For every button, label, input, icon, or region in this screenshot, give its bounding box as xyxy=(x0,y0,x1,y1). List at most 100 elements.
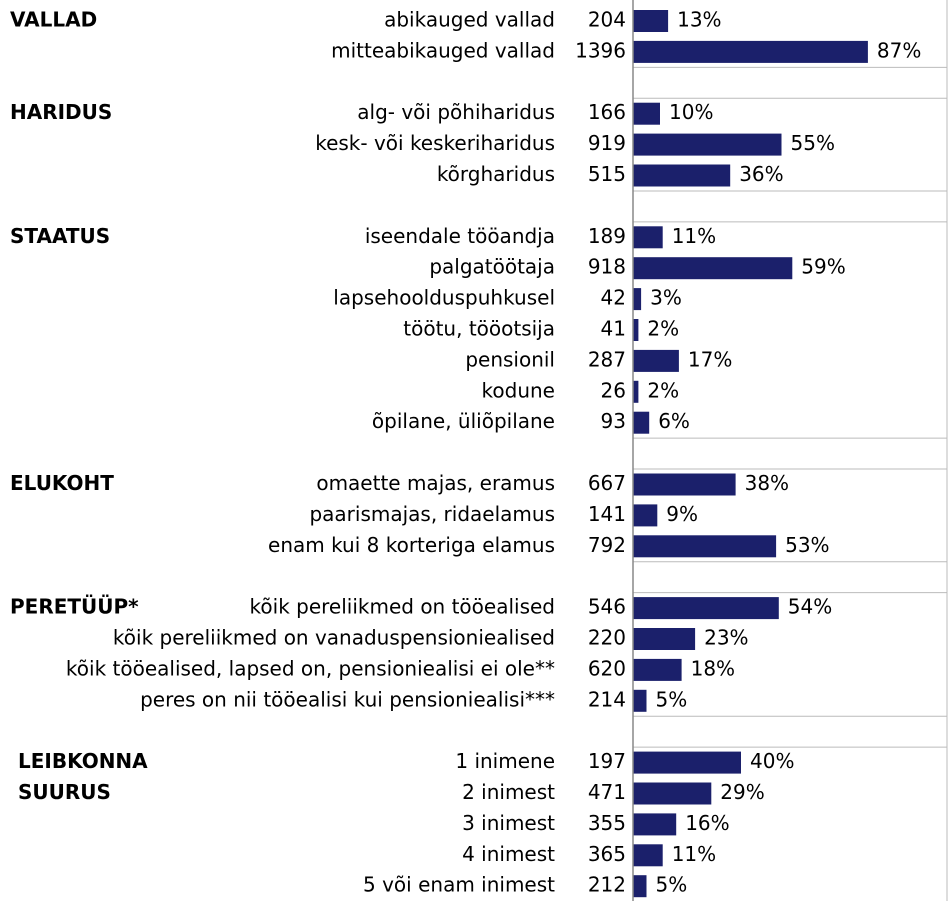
row-label: 4 inimest xyxy=(462,842,555,866)
count: 141 xyxy=(588,502,626,526)
value-label: 11% xyxy=(672,224,716,248)
row-label: palgatöötaja xyxy=(429,255,555,279)
bar xyxy=(633,319,639,341)
count: 41 xyxy=(601,317,626,341)
value-label: 53% xyxy=(785,533,829,557)
row-label: kõik pereliikmed on tööealised xyxy=(250,595,555,619)
row-label: kõrgharidus xyxy=(437,162,555,186)
row-label: 5 või enam inimest xyxy=(363,873,555,897)
value-label: 36% xyxy=(739,162,783,186)
value-label: 55% xyxy=(791,131,835,155)
value-label: 2% xyxy=(647,317,679,341)
count: 355 xyxy=(588,811,626,835)
count: 214 xyxy=(588,687,626,711)
value-label: 9% xyxy=(666,502,698,526)
count: 792 xyxy=(588,533,626,557)
bar xyxy=(633,658,682,681)
value-label: 59% xyxy=(801,255,845,279)
bar xyxy=(633,40,868,63)
value-label: 16% xyxy=(685,811,729,835)
value-label: 3% xyxy=(650,286,682,310)
bar xyxy=(633,349,679,372)
bar xyxy=(633,751,741,774)
group-name: STAATUS xyxy=(10,224,110,248)
value-label: 2% xyxy=(647,378,679,402)
row-label: mitteabikauged vallad xyxy=(331,38,555,62)
bar xyxy=(633,535,777,558)
value-label: 23% xyxy=(704,626,748,650)
count: 42 xyxy=(601,286,626,310)
bar xyxy=(633,411,650,434)
row-label: 2 inimest xyxy=(462,780,555,804)
value-label: 10% xyxy=(669,100,713,124)
value-label: 54% xyxy=(788,595,832,619)
row-label: pensionil xyxy=(465,347,555,371)
count: 212 xyxy=(588,873,626,897)
row-label: kõik tööealised, lapsed on, pensionieali… xyxy=(66,656,555,680)
row-label: abikauged vallad xyxy=(384,8,555,32)
row-label: töötu, tööotsija xyxy=(403,317,555,341)
group-name: LEIBKONNA xyxy=(18,749,148,773)
count: 204 xyxy=(588,8,626,32)
row-label: õpilane, üliõpilane xyxy=(372,409,555,433)
count: 93 xyxy=(601,409,626,433)
count: 1396 xyxy=(575,38,626,62)
group-name: ELUKOHT xyxy=(10,471,114,495)
value-label: 6% xyxy=(658,409,690,433)
bar xyxy=(633,380,639,403)
bar xyxy=(633,844,663,867)
count: 166 xyxy=(588,100,626,124)
row-label: lapsehoolduspuhkusel xyxy=(333,286,555,310)
row-label: alg- või põhiharidus xyxy=(357,100,555,124)
value-label: 11% xyxy=(672,842,716,866)
row-label: 1 inimene xyxy=(455,749,555,773)
bar xyxy=(633,628,696,650)
count: 471 xyxy=(588,780,626,804)
bar xyxy=(633,10,669,32)
value-label: 5% xyxy=(656,873,688,897)
count: 189 xyxy=(588,224,626,248)
row-label: peres on nii tööealisi kui pensioniealis… xyxy=(140,687,555,711)
value-label: 40% xyxy=(750,749,794,773)
bar xyxy=(633,102,660,125)
value-label: 5% xyxy=(656,687,688,711)
count: 26 xyxy=(601,378,626,402)
bar xyxy=(633,226,663,249)
bar xyxy=(633,782,712,805)
bar xyxy=(633,133,782,156)
count: 918 xyxy=(588,255,626,279)
bar xyxy=(633,257,793,280)
row-label: kõik pereliikmed on vanaduspensioniealis… xyxy=(113,626,555,650)
count: 515 xyxy=(588,162,626,186)
value-label: 17% xyxy=(688,347,732,371)
count: 546 xyxy=(588,595,626,619)
group-name: PERETÜÜP* xyxy=(10,595,139,619)
count: 365 xyxy=(588,842,626,866)
count: 287 xyxy=(588,347,626,371)
bar xyxy=(633,504,658,527)
bar xyxy=(633,288,642,311)
count: 620 xyxy=(588,656,626,680)
bar xyxy=(633,875,647,898)
count: 667 xyxy=(588,471,626,495)
row-label: iseendale tööandja xyxy=(365,224,555,248)
value-label: 87% xyxy=(877,38,921,62)
row-label: kesk- või keskeriharidus xyxy=(315,131,555,155)
count: 220 xyxy=(588,626,626,650)
bar xyxy=(633,164,731,187)
group-name: VALLAD xyxy=(10,8,97,32)
value-label: 18% xyxy=(691,656,735,680)
group-name: HARIDUS xyxy=(10,100,112,124)
bar xyxy=(633,473,736,496)
value-label: 38% xyxy=(745,471,789,495)
count: 919 xyxy=(588,131,626,155)
bar xyxy=(633,597,779,620)
count: 197 xyxy=(588,749,626,773)
row-label: omaette majas, eramus xyxy=(316,471,555,495)
bar xyxy=(633,813,677,836)
value-label: 29% xyxy=(720,780,764,804)
bar xyxy=(633,689,647,712)
row-label: 3 inimest xyxy=(462,811,555,835)
row-label: kodune xyxy=(482,378,555,402)
